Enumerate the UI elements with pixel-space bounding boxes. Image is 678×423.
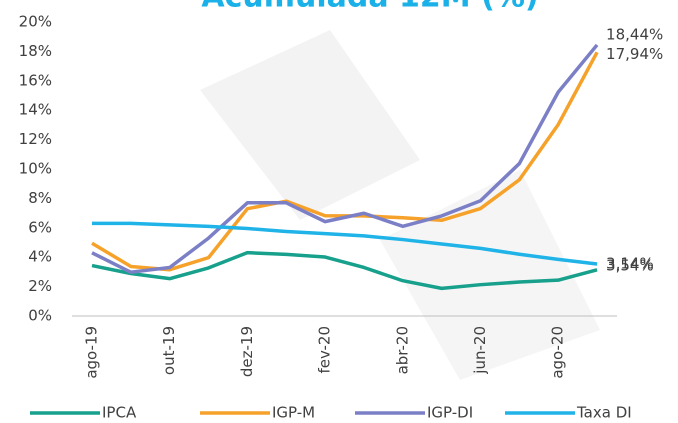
y-tick-label: 16% bbox=[19, 71, 52, 89]
chart-title: Acumulada 12M (%) bbox=[201, 0, 538, 15]
line-series bbox=[91, 43, 599, 274]
x-tick-label: abr-20 bbox=[393, 326, 411, 374]
y-tick-label: 12% bbox=[19, 130, 52, 148]
y-tick-label: 4% bbox=[28, 248, 52, 266]
watermark bbox=[200, 30, 420, 220]
legend-label: Taxa DI bbox=[576, 404, 632, 422]
x-tick-label: jun-20 bbox=[471, 326, 489, 375]
line-series bbox=[91, 250, 598, 291]
y-tick-label: 10% bbox=[19, 160, 52, 178]
legend-label: IGP-M bbox=[272, 404, 315, 422]
y-tick-label: 18% bbox=[19, 42, 52, 60]
x-tick-label: out-19 bbox=[160, 326, 178, 375]
y-tick-label: 14% bbox=[19, 101, 52, 119]
y-tick-label: 20% bbox=[19, 13, 52, 31]
value-label: 3,14% bbox=[606, 254, 654, 272]
x-tick-label: ago-19 bbox=[83, 326, 101, 379]
value-label: 18,44% bbox=[606, 25, 663, 43]
watermark bbox=[380, 170, 600, 380]
x-tick-label: ago-20 bbox=[549, 326, 567, 379]
line-series bbox=[92, 221, 598, 266]
legend-label: IPCA bbox=[102, 404, 137, 422]
legend-label: IGP-DI bbox=[427, 404, 473, 422]
y-tick-label: 8% bbox=[28, 189, 52, 207]
y-tick-label: 0% bbox=[28, 307, 52, 325]
value-label: 17,94% bbox=[606, 45, 663, 63]
y-tick-label: 2% bbox=[28, 277, 52, 295]
x-tick-label: dez-19 bbox=[238, 326, 256, 377]
y-tick-label: 6% bbox=[28, 218, 52, 236]
value-label: 3,54% bbox=[606, 256, 654, 274]
x-tick-label: fev-20 bbox=[316, 326, 334, 373]
